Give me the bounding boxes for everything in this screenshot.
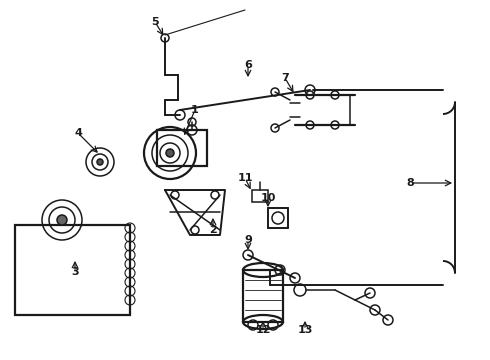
Bar	[252, 190, 268, 202]
Circle shape	[57, 215, 67, 225]
Text: 4: 4	[74, 128, 82, 138]
Circle shape	[97, 159, 103, 165]
Text: 2: 2	[209, 225, 217, 235]
Text: 9: 9	[244, 235, 252, 245]
Text: 11: 11	[237, 173, 253, 183]
Bar	[157, 130, 207, 166]
Text: 3: 3	[71, 267, 79, 277]
Text: 12: 12	[255, 325, 271, 335]
Text: 8: 8	[406, 178, 414, 188]
Text: 6: 6	[244, 60, 252, 70]
Text: 13: 13	[297, 325, 313, 335]
Text: 5: 5	[151, 17, 159, 27]
Circle shape	[166, 149, 174, 157]
Text: 7: 7	[281, 73, 289, 83]
Bar	[15, 225, 130, 315]
Text: 1: 1	[191, 105, 199, 115]
Bar	[243, 270, 283, 322]
Text: 10: 10	[260, 193, 276, 203]
